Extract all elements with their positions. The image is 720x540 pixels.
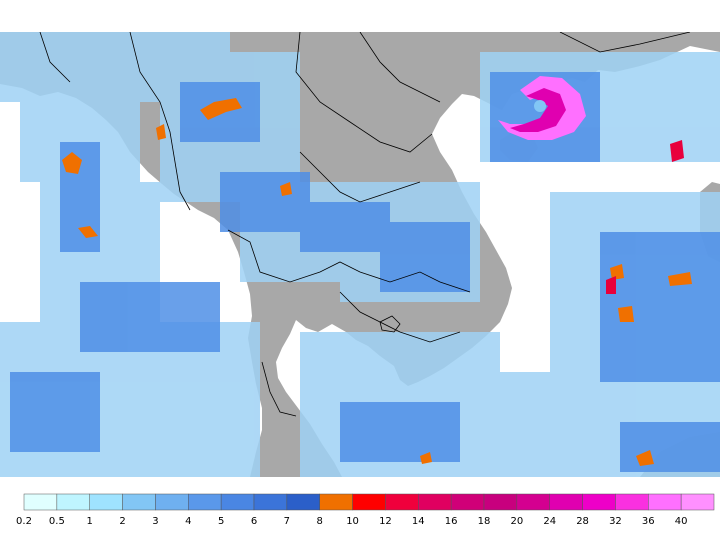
rain-patch xyxy=(80,282,220,352)
rain-patch xyxy=(10,372,100,452)
border-line xyxy=(299,151,421,203)
rain-patch xyxy=(340,402,460,462)
legend-label: 18 xyxy=(478,516,491,527)
border-line xyxy=(295,32,433,153)
legend-label: 24 xyxy=(543,516,556,527)
legend-label: 14 xyxy=(412,516,425,527)
legend-label: 8 xyxy=(317,516,323,527)
legend-swatch xyxy=(155,493,189,511)
legend-swatch xyxy=(188,493,222,511)
legend-label: 2 xyxy=(119,516,125,527)
border-line xyxy=(227,229,471,293)
rain-cell-orange xyxy=(668,272,692,286)
rain-heavy xyxy=(62,98,692,466)
rain-cell-orange xyxy=(200,98,242,120)
legend-label: 7 xyxy=(284,516,290,527)
typhoon-inner-band xyxy=(510,88,566,132)
legend-swatch xyxy=(648,493,682,511)
rain-cell-orange xyxy=(618,306,634,322)
border-line xyxy=(261,361,297,417)
legend-swatch xyxy=(680,493,715,511)
rain-cell-orange xyxy=(156,124,166,140)
typhoon-eye xyxy=(534,100,546,112)
legend-label: 12 xyxy=(379,516,392,527)
rain-patch xyxy=(300,202,390,252)
legend-label: 28 xyxy=(576,516,589,527)
border-line xyxy=(359,32,441,103)
legend-swatch xyxy=(582,493,616,511)
border-line xyxy=(39,32,71,83)
rain-cell-orange xyxy=(78,226,98,238)
legend-swatch xyxy=(23,493,58,511)
legend-label: 0.5 xyxy=(49,516,65,527)
rain-patch xyxy=(380,222,470,292)
legend-swatch xyxy=(286,493,320,511)
legend-swatch xyxy=(483,493,518,511)
legend-swatch xyxy=(418,493,452,511)
border-line xyxy=(559,32,691,53)
legend-label: 3 xyxy=(152,516,158,527)
rain-cell-orange xyxy=(280,182,292,196)
legend-swatch xyxy=(220,493,255,511)
legend-swatch xyxy=(352,493,386,511)
legend-label: 10 xyxy=(346,516,359,527)
typhoon-system xyxy=(498,76,586,140)
rain-cell-red xyxy=(606,276,616,294)
rain-patch xyxy=(220,172,310,232)
color-scale-legend: 0.2 0.5 1 2 3 4 5 6 7 8 10 12 14 16 18 20 24 28 32 36 40 xyxy=(16,493,715,527)
legend-label: 4 xyxy=(185,516,191,527)
legend-swatch xyxy=(549,493,583,511)
legend-swatch xyxy=(385,493,419,511)
legend-label: 0.2 xyxy=(16,516,32,527)
legend-swatch xyxy=(89,493,123,511)
legend-swatch xyxy=(56,493,90,511)
legend-label: 20 xyxy=(510,516,523,527)
legend-swatch xyxy=(319,493,353,511)
rain-patch xyxy=(600,232,720,382)
rain-cell-red xyxy=(670,140,684,162)
legend-label: 32 xyxy=(609,516,622,527)
legend-swatch xyxy=(516,493,550,511)
legend-swatch xyxy=(615,493,649,511)
legend-label: 6 xyxy=(251,516,257,527)
legend-label: 16 xyxy=(445,516,458,527)
rain-patch xyxy=(620,422,720,472)
legend-swatch xyxy=(253,493,288,511)
legend-label: 40 xyxy=(675,516,688,527)
lake xyxy=(379,315,401,333)
rain-cell-orange xyxy=(610,264,624,280)
precipitation-map xyxy=(0,32,720,477)
legend-swatch xyxy=(122,493,156,511)
typhoon-outer-band xyxy=(498,76,586,140)
border-line xyxy=(339,291,461,343)
rain-cell-orange xyxy=(420,452,432,464)
legend-label: 36 xyxy=(642,516,655,527)
rain-cell-orange xyxy=(62,152,82,174)
rain-medium xyxy=(10,72,720,472)
legend-swatch xyxy=(450,493,485,511)
legend-label: 5 xyxy=(218,516,224,527)
country-borders xyxy=(39,32,691,417)
rain-cell-orange xyxy=(636,450,654,466)
legend-label: 1 xyxy=(87,516,93,527)
border-line xyxy=(129,32,191,211)
